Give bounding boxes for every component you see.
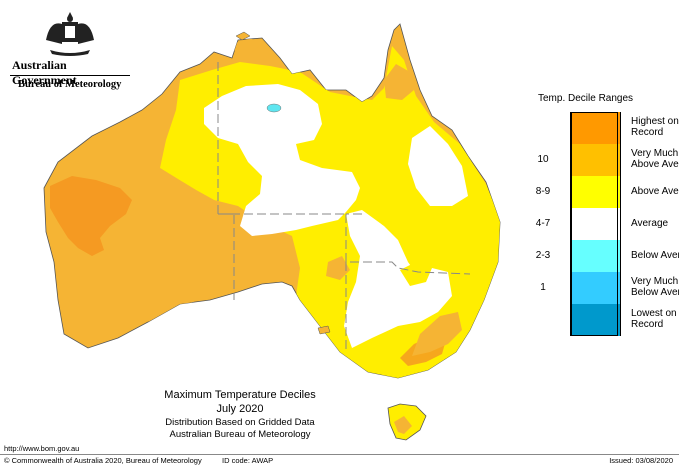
map-method-note: Distribution Based on Gridded Data <box>165 417 315 428</box>
legend-item-average: 4-7 Average <box>528 208 678 240</box>
legend-swatch <box>571 304 621 336</box>
website-link[interactable]: http://www.bom.gov.au <box>4 444 80 453</box>
region-below-average-spot <box>266 103 282 113</box>
legend-item-above: 8-9 Above Average <box>528 176 679 208</box>
legend-code: 8-9 <box>535 186 551 197</box>
region-average-east <box>344 210 452 348</box>
legend-label: Lowest on Record <box>631 308 677 330</box>
legend-swatch <box>571 144 621 176</box>
legend-code: 2-3 <box>535 250 551 261</box>
footer-divider <box>0 454 679 455</box>
region-highest-west <box>50 176 132 256</box>
legend-item-very-much-above: 10 Very Much Above Average <box>528 144 679 176</box>
region-average-central <box>204 84 360 236</box>
coat-of-arms-icon <box>46 12 94 56</box>
government-name: Australian Government <box>12 58 77 87</box>
legend-label: Below Average <box>631 250 679 261</box>
bureau-name: Bureau of Meteorology <box>18 79 122 90</box>
region-vmaa-cape-york <box>384 64 414 100</box>
legend-code: 10 <box>537 154 549 165</box>
legend-label: Above Average <box>631 186 679 197</box>
state-borders <box>217 62 471 352</box>
map-caption: Maximum Temperature Deciles July 2020 Di… <box>130 388 350 441</box>
issued-date-text: Issued: 03/08/2020 <box>609 456 673 465</box>
legend-label: Highest on Record <box>631 116 679 138</box>
legend-swatch <box>571 176 621 208</box>
legend-label: Very Much Below Average <box>631 276 679 298</box>
logo-divider <box>10 75 130 76</box>
region-average-northeast <box>408 126 468 206</box>
id-code-text: ID code: AWAP <box>222 456 274 465</box>
copyright-text: © Commonwealth of Australia 2020, Bureau… <box>4 456 202 465</box>
legend-code: 1 <box>540 282 546 293</box>
map-period: July 2020 <box>216 403 264 415</box>
legend-label: Very Much Above Average <box>631 148 679 170</box>
legend-item-highest: Highest on Record <box>528 112 679 144</box>
legend-swatch <box>571 272 621 304</box>
region-vmaa-se <box>412 312 462 356</box>
map-source-note: Australian Bureau of Meteorology <box>169 429 311 440</box>
legend-label: Average <box>631 218 669 229</box>
legend-title: Temp. Decile Ranges <box>538 93 634 104</box>
legend-swatch <box>571 240 621 272</box>
legend-code: 4-7 <box>535 218 551 229</box>
legend-item-lowest: Lowest on Record <box>528 304 678 336</box>
map-title: Maximum Temperature Deciles <box>164 389 316 401</box>
government-logo: Australian Government Bureau of Meteorol… <box>0 0 140 100</box>
legend-swatch <box>571 112 621 144</box>
legend-item-very-much-below: 1 Very Much Below Average <box>528 272 679 304</box>
legend-swatch <box>571 208 621 240</box>
legend-item-below: 2-3 Below Average <box>528 240 679 272</box>
